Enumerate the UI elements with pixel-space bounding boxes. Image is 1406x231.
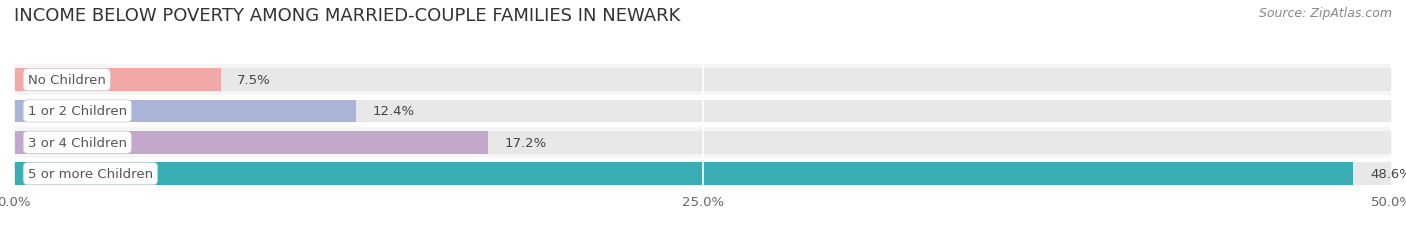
Bar [14, 127, 1392, 158]
Bar [14, 100, 356, 123]
Bar [14, 131, 1392, 154]
Bar [14, 96, 1392, 127]
Text: INCOME BELOW POVERTY AMONG MARRIED-COUPLE FAMILIES IN NEWARK: INCOME BELOW POVERTY AMONG MARRIED-COUPL… [14, 7, 681, 25]
Text: 1 or 2 Children: 1 or 2 Children [28, 105, 127, 118]
Bar [14, 65, 1392, 96]
Text: 3 or 4 Children: 3 or 4 Children [28, 136, 127, 149]
Text: 12.4%: 12.4% [373, 105, 415, 118]
Bar [14, 163, 1354, 185]
Text: Source: ZipAtlas.com: Source: ZipAtlas.com [1258, 7, 1392, 20]
Text: 17.2%: 17.2% [505, 136, 547, 149]
Bar [14, 163, 1392, 185]
Bar [14, 69, 221, 91]
Bar [14, 131, 488, 154]
Bar [14, 158, 1392, 189]
Text: 48.6%: 48.6% [1369, 167, 1406, 180]
Bar [14, 69, 1392, 91]
Bar [14, 100, 1392, 123]
Text: 7.5%: 7.5% [238, 74, 271, 87]
Text: 5 or more Children: 5 or more Children [28, 167, 153, 180]
Text: No Children: No Children [28, 74, 105, 87]
